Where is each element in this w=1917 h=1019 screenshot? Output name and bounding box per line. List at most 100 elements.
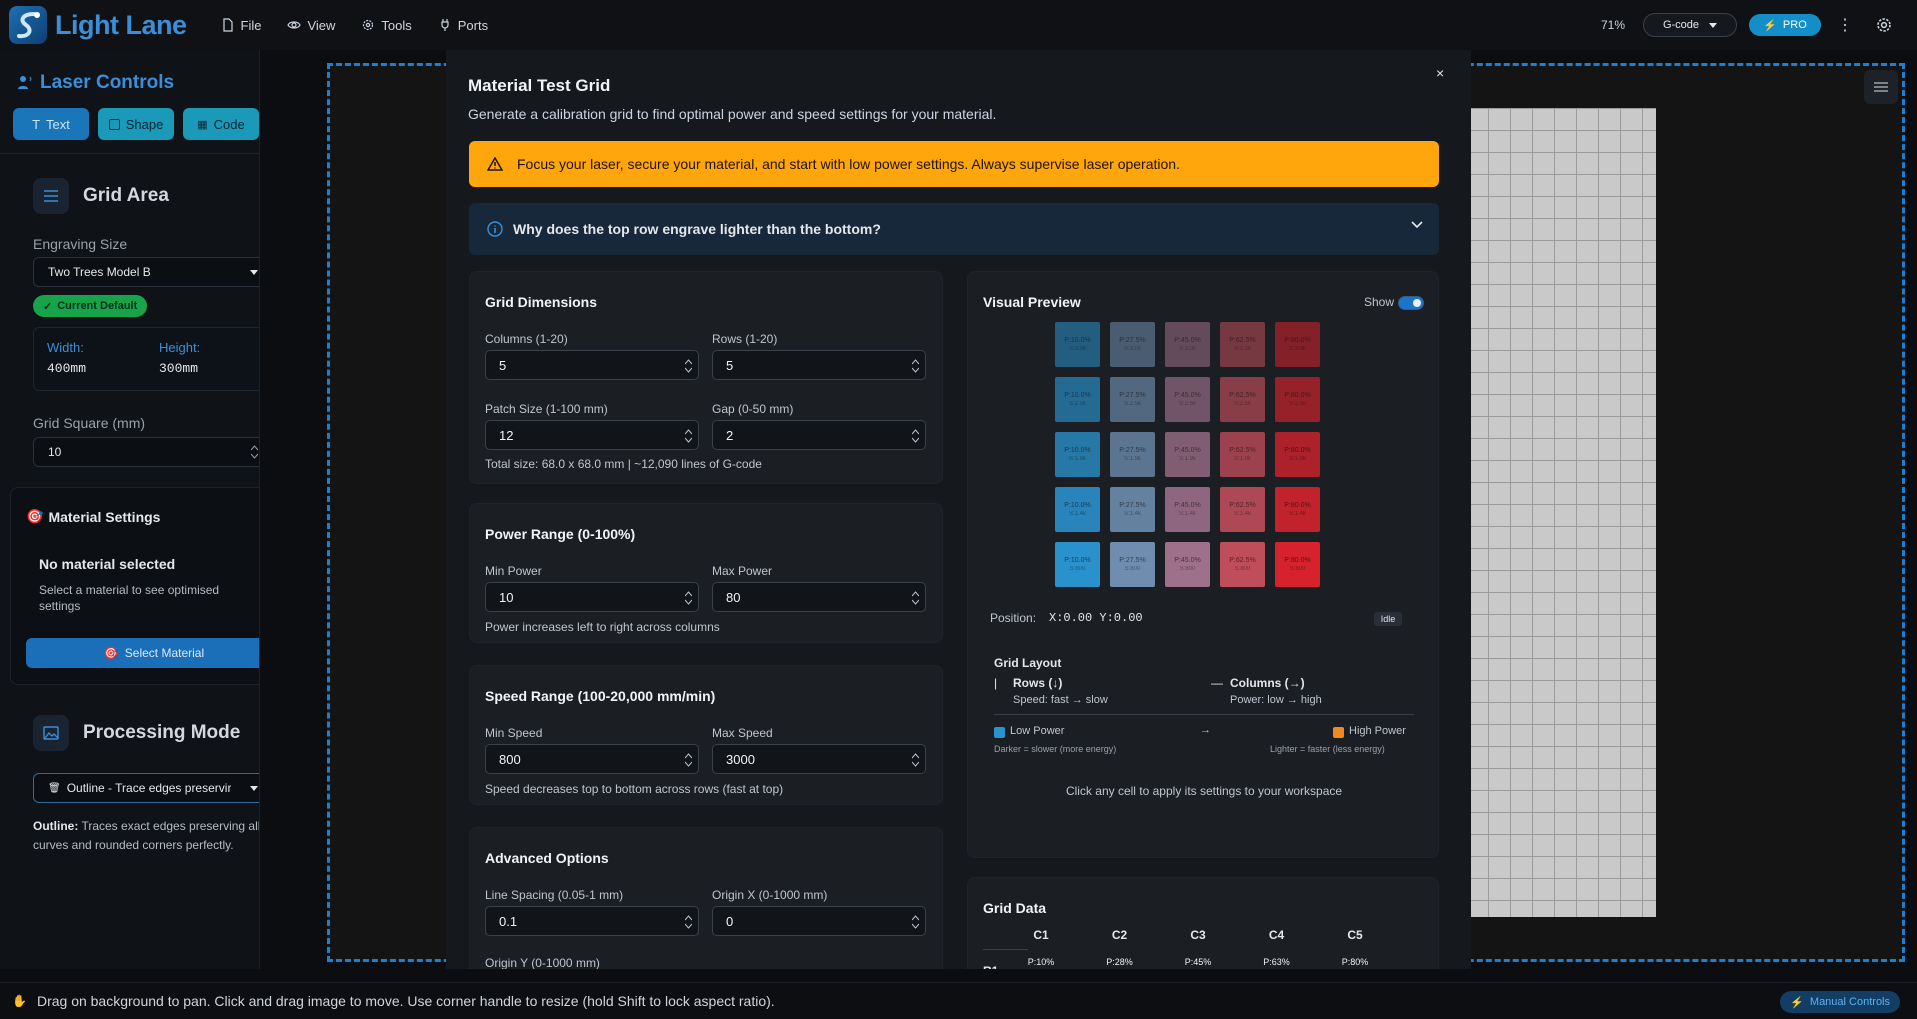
preview-cell[interactable]: P:45.0% S:2.5k bbox=[1165, 377, 1210, 422]
more-icon[interactable]: ⋮ bbox=[1837, 17, 1853, 34]
preview-cell-power: P:80.0% bbox=[1284, 392, 1311, 399]
grid-data-cell-power: P:63% bbox=[1263, 957, 1290, 967]
preview-cell-speed: S:2.5k bbox=[1178, 401, 1196, 407]
grid-data-cell[interactable]: P:63%S:3000 bbox=[1247, 955, 1307, 969]
preview-cell[interactable]: P:27.5% S:800 bbox=[1110, 542, 1155, 587]
max-speed-input[interactable]: 3000 bbox=[712, 744, 926, 774]
material-settings-card: 🎯 Material Settings No material selected… bbox=[10, 487, 259, 685]
max-speed-label: Max Speed bbox=[712, 726, 773, 740]
select-material-button[interactable]: 🎯 Select Material bbox=[26, 638, 259, 668]
position-value: X:0.00 Y:0.00 bbox=[1049, 611, 1143, 625]
preview-cell[interactable]: P:62.5% S:1.4k bbox=[1220, 487, 1265, 532]
preview-cell[interactable]: P:80.0% S:3.0k bbox=[1275, 322, 1320, 367]
modal-title: Material Test Grid bbox=[468, 76, 611, 95]
preview-cell[interactable]: P:10.0% S:1.9k bbox=[1055, 432, 1100, 477]
preview-cell[interactable]: P:62.5% S:800 bbox=[1220, 542, 1265, 587]
preview-cell[interactable]: P:80.0% S:1.4k bbox=[1275, 487, 1320, 532]
columns-value: 5 bbox=[499, 357, 507, 373]
max-power-input[interactable]: 80 bbox=[712, 582, 926, 612]
columns-label: Columns (1-20) bbox=[485, 332, 568, 346]
tab-code[interactable]: ▦ Code bbox=[183, 108, 259, 140]
processing-mode-select[interactable]: 🗑 Outline - Trace edges preservir bbox=[33, 773, 259, 803]
advanced-options-panel: Advanced Options Line Spacing (0.05-1 mm… bbox=[469, 827, 943, 969]
patch-size-input[interactable]: 12 bbox=[485, 420, 699, 450]
grid-data-cell[interactable]: P:10%S:3000 bbox=[1011, 955, 1071, 969]
width-value: 400mm bbox=[47, 361, 87, 376]
settings-gear-icon[interactable] bbox=[1875, 16, 1893, 34]
preview-cell[interactable]: P:27.5% S:1.9k bbox=[1110, 432, 1155, 477]
preview-cell-speed: S:1.4k bbox=[1233, 511, 1251, 517]
modal-subtitle: Generate a calibration grid to find opti… bbox=[468, 106, 997, 122]
preview-cell[interactable]: P:45.0% S:1.9k bbox=[1165, 432, 1210, 477]
text-icon: T bbox=[32, 116, 41, 132]
grid-square-input[interactable]: 10 bbox=[33, 437, 259, 467]
preview-cell[interactable]: P:27.5% S:3.0k bbox=[1110, 322, 1155, 367]
preview-cell[interactable]: P:80.0% S:800 bbox=[1275, 542, 1320, 587]
min-speed-input[interactable]: 800 bbox=[485, 744, 699, 774]
gap-value: 2 bbox=[726, 427, 734, 443]
rows-input[interactable]: 5 bbox=[712, 350, 926, 380]
preview-cell-speed: S:3.0k bbox=[1178, 346, 1196, 352]
menu-view-label: View bbox=[307, 17, 336, 33]
preview-cell[interactable]: P:62.5% S:2.5k bbox=[1220, 377, 1265, 422]
eye-icon bbox=[287, 21, 302, 29]
preview-cell[interactable]: P:27.5% S:1.4k bbox=[1110, 487, 1155, 532]
columns-input[interactable]: 5 bbox=[485, 350, 699, 380]
preview-cell[interactable]: P:45.0% S:3.0k bbox=[1165, 322, 1210, 367]
stepper-icon bbox=[912, 753, 919, 767]
speed-note: Speed decreases top to bottom across row… bbox=[485, 782, 784, 796]
menu-ports-label: Ports bbox=[457, 17, 489, 33]
min-power-value: 10 bbox=[499, 589, 514, 605]
preview-cell-speed: S:800 bbox=[1289, 566, 1306, 572]
preview-cell[interactable]: P:62.5% S:1.9k bbox=[1220, 432, 1265, 477]
menu-ports[interactable]: Ports bbox=[438, 18, 488, 33]
grid-data-cell[interactable]: P:28%S:3000 bbox=[1090, 955, 1150, 969]
preview-cell-power: P:27.5% bbox=[1119, 557, 1146, 564]
min-power-input[interactable]: 10 bbox=[485, 582, 699, 612]
height-value: 300mm bbox=[159, 361, 199, 376]
processing-mode-desc-bold: Outline: bbox=[33, 819, 79, 833]
tab-shape[interactable]: Shape bbox=[98, 108, 174, 140]
preview-cell[interactable]: P:10.0% S:3.0k bbox=[1055, 322, 1100, 367]
preview-cell[interactable]: P:80.0% S:2.5k bbox=[1275, 377, 1320, 422]
grid-dimensions-title: Grid Dimensions bbox=[485, 294, 598, 310]
grid-square-value: 10 bbox=[48, 445, 62, 459]
columns-marker: — bbox=[1211, 676, 1223, 690]
user-icon bbox=[18, 76, 32, 89]
columns-desc: Power: low → high bbox=[1230, 694, 1322, 706]
app-logo[interactable]: Light Lane bbox=[9, 6, 187, 44]
preview-cell[interactable]: P:80.0% S:1.9k bbox=[1275, 432, 1320, 477]
preview-cell[interactable]: P:10.0% S:1.4k bbox=[1055, 487, 1100, 532]
close-icon[interactable]: × bbox=[1436, 65, 1445, 81]
gap-input[interactable]: 2 bbox=[712, 420, 926, 450]
preview-cell[interactable]: P:10.0% S:2.5k bbox=[1055, 377, 1100, 422]
preview-cell[interactable]: P:10.0% S:800 bbox=[1055, 542, 1100, 587]
faq-accordion[interactable]: Why does the top row engrave lighter tha… bbox=[469, 203, 1439, 255]
tab-text[interactable]: T Text bbox=[13, 108, 89, 140]
height-label: Height: bbox=[159, 340, 201, 355]
preview-cell[interactable]: P:45.0% S:1.4k bbox=[1165, 487, 1210, 532]
show-toggle[interactable] bbox=[1398, 296, 1424, 310]
preview-cell[interactable]: P:62.5% S:3.0k bbox=[1220, 322, 1265, 367]
preview-cell-speed: S:3.0k bbox=[1123, 346, 1141, 352]
grid-data-cell[interactable]: P:80%S:3000 bbox=[1325, 955, 1385, 969]
workspace-grid-image[interactable] bbox=[1466, 108, 1656, 917]
workspace-menu-button[interactable] bbox=[1864, 70, 1898, 104]
origin-x-input[interactable]: 0 bbox=[712, 906, 926, 936]
material-icon: 🎯 bbox=[26, 508, 44, 524]
menu-tools[interactable]: Tools bbox=[361, 18, 412, 33]
output-format-select[interactable]: G-code bbox=[1643, 13, 1737, 37]
manual-controls-label: Manual Controls bbox=[1809, 996, 1890, 1008]
engraving-size-select[interactable]: Two Trees Model B bbox=[33, 257, 259, 287]
preview-cell[interactable]: P:45.0% S:800 bbox=[1165, 542, 1210, 587]
pro-badge[interactable]: ⚡ PRO bbox=[1749, 14, 1821, 36]
manual-controls-button[interactable]: ⚡ Manual Controls bbox=[1780, 991, 1900, 1013]
preview-cell[interactable]: P:27.5% S:2.5k bbox=[1110, 377, 1155, 422]
visual-preview-title: Visual Preview bbox=[983, 294, 1081, 310]
grid-data-cell[interactable]: P:45%S:3000 bbox=[1168, 955, 1228, 969]
menu-file[interactable]: File bbox=[221, 18, 261, 33]
low-power-desc: Darker = slower (more energy) bbox=[994, 744, 1117, 754]
line-spacing-input[interactable]: 0.1 bbox=[485, 906, 699, 936]
origin-x-label: Origin X (0-1000 mm) bbox=[712, 888, 828, 902]
menu-view[interactable]: View bbox=[287, 18, 335, 33]
